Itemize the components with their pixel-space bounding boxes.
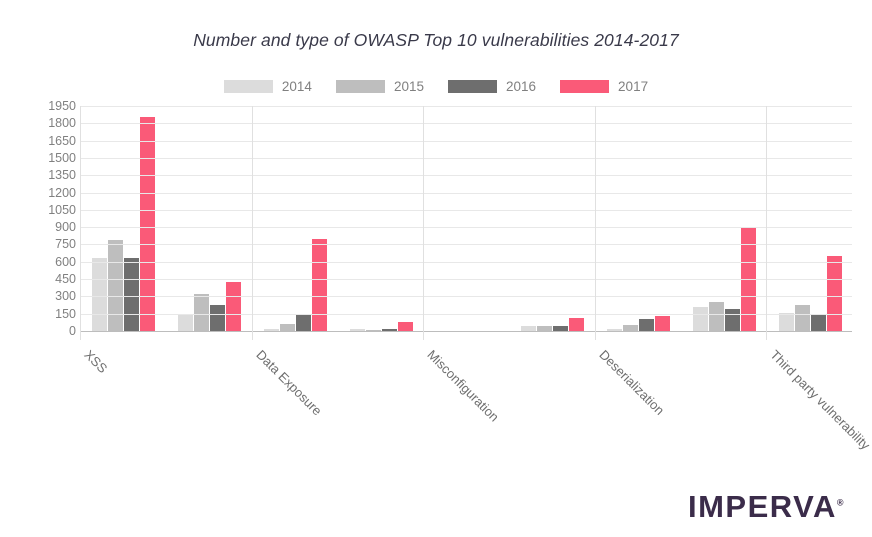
y-axis-tick-label: 900: [55, 219, 76, 234]
bar: [311, 238, 327, 331]
y-axis-tick-label: 1050: [48, 202, 76, 217]
bar: [381, 328, 397, 331]
gridline: [80, 140, 852, 142]
bar: [826, 256, 842, 331]
bar: [397, 321, 413, 331]
x-axis-label-third-party-vulnerability: Third party vulnerability: [767, 347, 872, 453]
bar: [279, 324, 295, 331]
y-axis-tick-label: 1800: [48, 116, 76, 131]
plot-area: 0 150 300 450 600 750 900 1050 1200 1350 1500 1650 1…: [0, 100, 872, 341]
y-axis-tick-label: 450: [55, 271, 76, 286]
gridline: [80, 279, 852, 281]
gridline: [80, 106, 852, 107]
y-axis-tick-label: 300: [55, 289, 76, 304]
y-axis-tick-label: 600: [55, 254, 76, 269]
bar: [794, 305, 810, 331]
bar: [365, 329, 381, 331]
bar: [92, 258, 108, 331]
y-axis-tick-label: 1650: [48, 133, 76, 148]
y-axis-tick-label: 0: [69, 323, 76, 338]
bar: [569, 317, 585, 331]
x-axis-label-data-exposure: Data Exposure: [252, 347, 325, 419]
bar: [521, 326, 537, 331]
chart-legend: 2014 2015 2016 2017: [0, 80, 872, 94]
legend-swatch-icon: [335, 80, 385, 94]
gridline: [80, 175, 852, 177]
category-separator: [766, 106, 768, 340]
logo-text: IMPERVA: [687, 489, 837, 524]
bar: [140, 116, 156, 331]
plot-canvas: [80, 106, 852, 340]
bar: [194, 294, 210, 331]
y-axis-tick-label: 1950: [48, 98, 76, 113]
y-axis-tick-label: 1200: [48, 185, 76, 200]
legend-item-2017[interactable]: 2017: [560, 80, 648, 94]
category-separator: [251, 106, 253, 340]
bar: [724, 309, 740, 331]
gridline: [80, 296, 852, 298]
legend-swatch-icon: [560, 80, 610, 94]
category-separator: [423, 106, 425, 340]
legend-item-2015[interactable]: 2015: [335, 79, 424, 94]
gridline: [80, 227, 852, 229]
bar: [692, 307, 708, 331]
bar: [708, 301, 724, 331]
category-separator: [594, 106, 596, 340]
gridline: [80, 244, 852, 246]
gridline: [80, 313, 852, 315]
bar: [623, 324, 639, 331]
bar: [778, 312, 794, 331]
gridline: [80, 192, 852, 194]
bar: [607, 329, 623, 331]
x-axis-label-deserialization: Deserialization: [596, 347, 667, 418]
legend-label: 2014: [281, 79, 312, 94]
bar: [210, 305, 226, 331]
x-axis-label-misconfiguration: Misconfiguration: [424, 347, 503, 425]
bar: [263, 329, 279, 331]
bar: [108, 239, 124, 331]
registered-mark-icon: ®: [836, 497, 845, 508]
legend-label: 2016: [506, 79, 537, 94]
x-axis-label-xss: XSS: [81, 347, 111, 377]
gridline: [80, 123, 852, 125]
legend-label: 2017: [618, 79, 649, 94]
gridline: [80, 209, 852, 211]
bar: [178, 313, 194, 331]
legend-label: 2015: [393, 79, 424, 94]
bar: [655, 316, 671, 331]
x-axis-labels: XSS Data Exposure Misconfiguration Deserial…: [80, 341, 872, 471]
chart-title: Number and type of OWASP Top 10 vulnerab…: [193, 30, 679, 50]
legend-swatch-icon: [223, 80, 273, 94]
bars-layer: [80, 106, 852, 331]
y-axis: 0 150 300 450 600 750 900 1050 1200 1350 1500 1650 1…: [30, 100, 76, 337]
imperva-logo: IMPERVA®: [688, 489, 845, 525]
bar: [553, 325, 569, 331]
bar: [124, 258, 140, 331]
y-axis-tick-label: 1350: [48, 167, 76, 182]
y-axis-tick-label: 150: [55, 306, 76, 321]
legend-item-2014[interactable]: 2014: [223, 79, 312, 94]
y-axis-tick-label: 1500: [48, 150, 76, 165]
bar: [537, 326, 553, 331]
bar: [226, 281, 242, 331]
gridline: [80, 261, 852, 263]
bar: [349, 329, 365, 331]
bar: [639, 319, 655, 331]
x-axis-line: [80, 331, 852, 332]
gridline: [80, 157, 852, 159]
bar: [810, 313, 826, 331]
category-separator: [80, 106, 81, 340]
legend-item-2016[interactable]: 2016: [448, 80, 536, 94]
bar: [740, 226, 756, 331]
y-axis-tick-label: 750: [55, 237, 76, 252]
legend-swatch-icon: [448, 80, 497, 94]
bar: [295, 313, 311, 331]
